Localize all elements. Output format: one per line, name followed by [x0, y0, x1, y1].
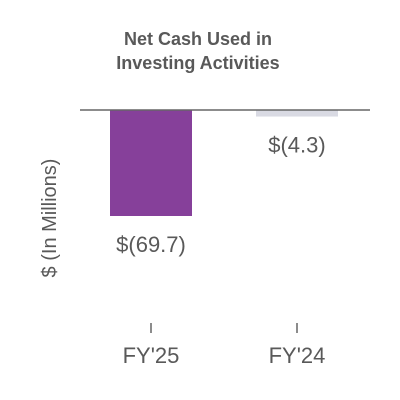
data-labels-group: $(69.7) $(4.3) — [116, 133, 326, 257]
x-tick-label-fy24: FY'24 — [269, 343, 326, 368]
chart-title-line-2: Investing Activities — [116, 53, 279, 73]
data-label-fy25: $(69.7) — [116, 232, 186, 257]
data-label-fy24: $(4.3) — [268, 133, 325, 158]
y-axis-label: $ (In Millions) — [39, 159, 61, 278]
bars-group — [110, 110, 338, 216]
x-tick-label-fy25: FY'25 — [123, 343, 180, 368]
bar-fy24 — [256, 110, 338, 117]
bar-fy25 — [110, 110, 192, 216]
x-ticks-group: FY'25 FY'24 — [123, 323, 326, 368]
chart-title-line-1: Net Cash Used in — [124, 29, 272, 49]
